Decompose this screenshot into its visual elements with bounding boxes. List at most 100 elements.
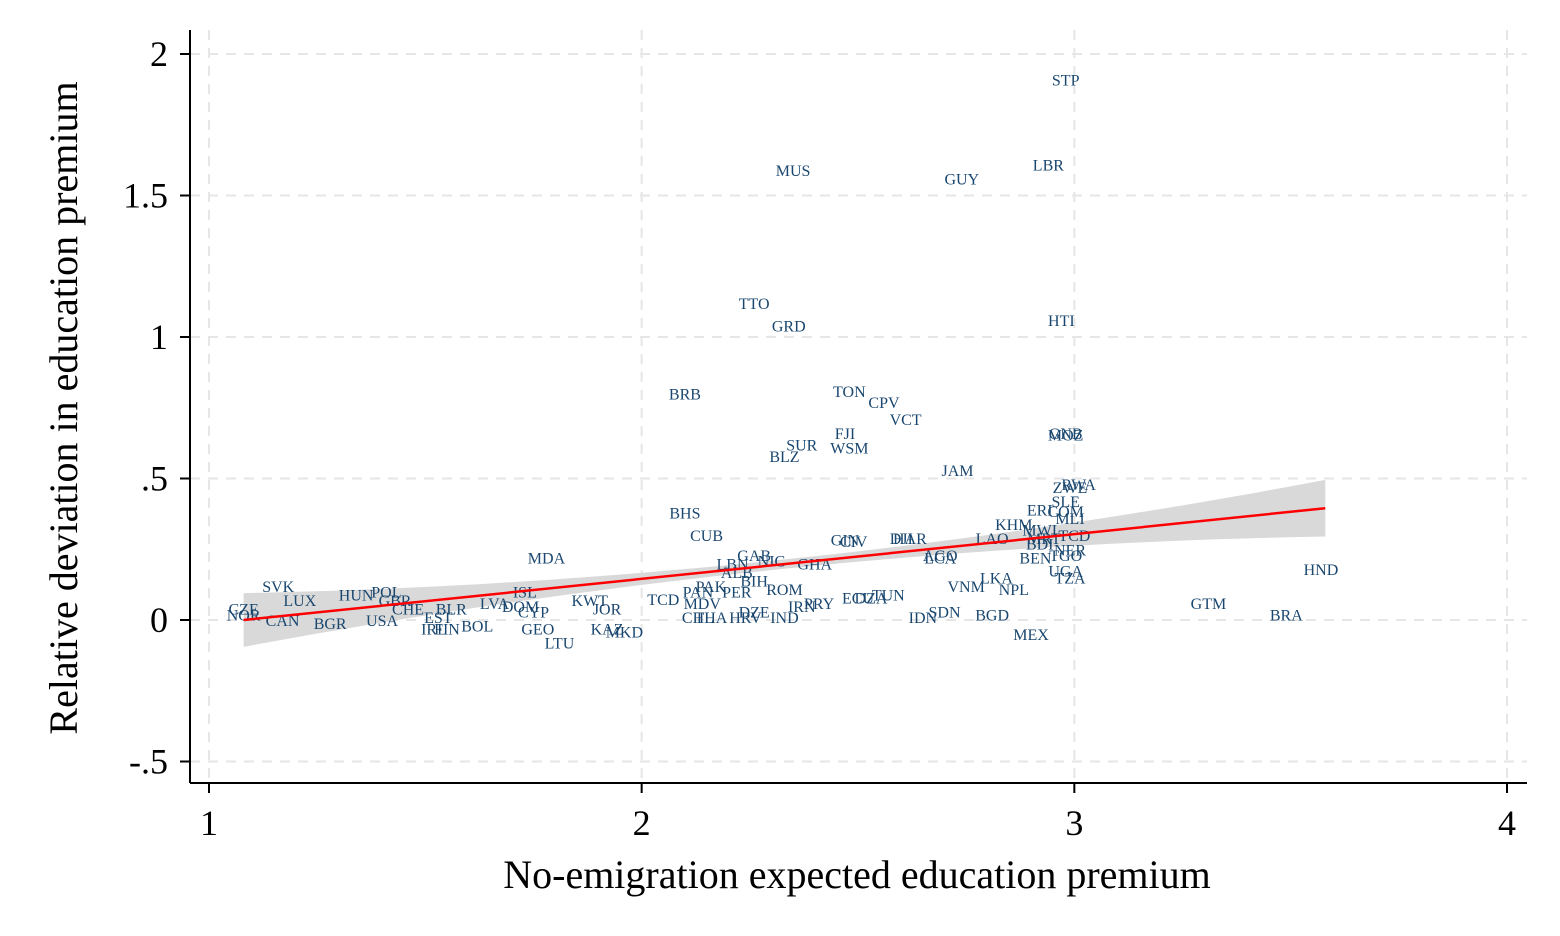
point-label-che: CHE: [392, 602, 424, 619]
point-label-tha: THA: [694, 610, 727, 627]
point-label-hrv: HRV: [729, 610, 762, 627]
y-tick-label: 1: [150, 317, 168, 357]
point-label-irl: IRL: [421, 621, 447, 638]
point-label-uga: UGA: [1048, 563, 1083, 580]
point-label-cub: CUB: [690, 528, 723, 545]
point-label-blr: BLR: [436, 602, 467, 619]
y-tick-label: 0: [150, 600, 168, 640]
point-label-hnd: HND: [1304, 562, 1339, 579]
gridlines: [190, 30, 1527, 783]
point-label-pan: PAN: [683, 585, 714, 602]
point-label-ago: AGO: [923, 548, 958, 565]
x-tick-label: 4: [1498, 803, 1516, 843]
point-label-hti: HTI: [1048, 313, 1075, 330]
point-label-tcd: TCD: [647, 592, 679, 609]
point-label-ner: NER: [1054, 542, 1086, 559]
point-label-mli: MLI: [1055, 511, 1084, 528]
point-label-ton: TON: [833, 384, 866, 401]
point-label-bih: BIH: [740, 573, 768, 590]
point-label-khm: KHM: [995, 517, 1032, 534]
point-label-pak: PAK: [696, 579, 727, 596]
point-label-ltu: LTU: [545, 636, 575, 653]
x-tick-label: 1: [200, 803, 218, 843]
x-tick-label: 3: [1065, 803, 1083, 843]
point-label-kaz: KAZ: [591, 621, 624, 638]
point-label-cze: CZE: [229, 602, 259, 619]
point-label-moz: MOZ: [1048, 428, 1084, 445]
point-label-pol: POL: [371, 585, 401, 602]
point-label-tza: TZA: [1054, 571, 1086, 588]
point-label-lao: LAO: [976, 531, 1009, 548]
point-label-per: PER: [722, 585, 752, 602]
y-tick-label: .5: [141, 459, 168, 499]
point-label-hun: HUN: [339, 588, 374, 605]
point-label-lca: LCA: [924, 551, 956, 568]
axes: [180, 30, 1527, 793]
point-label-bgd: BGD: [975, 607, 1009, 624]
point-label-idn: IDN: [909, 610, 938, 627]
point-label-lux: LUX: [283, 593, 316, 610]
point-label-rom: ROM: [766, 582, 802, 599]
point-label-guy: GUY: [945, 172, 980, 189]
point-label-brb: BRB: [669, 387, 701, 404]
point-label-npl: NPL: [999, 582, 1029, 599]
point-label-grd: GRD: [772, 319, 806, 336]
point-label-mdv: MDV: [684, 596, 722, 613]
point-label-com: COM: [1047, 504, 1083, 521]
point-label-cpv: CPV: [868, 395, 900, 412]
point-label-est: EST: [424, 610, 453, 627]
point-label-har: HAR: [893, 531, 927, 548]
tick-labels: 1 2 3 4 -.5 0 .5 1 1.5 2: [123, 34, 1516, 843]
point-label-bol: BOL: [461, 619, 493, 636]
point-label-tto: TTO: [739, 296, 770, 313]
y-tick-label: -.5: [129, 742, 168, 782]
point-label-chl: CHL: [682, 610, 714, 627]
point-label-blz: BLZ: [769, 449, 799, 466]
point-label-dom: DOM: [502, 599, 539, 616]
point-label-lva: LVA: [480, 596, 510, 613]
point-label-gtm: GTM: [1191, 596, 1227, 613]
y-tick-label: 1.5: [123, 176, 168, 216]
point-label-sle: SLE: [1051, 494, 1079, 511]
point-label-usa: USA: [366, 613, 398, 630]
point-label-stp: STP: [1052, 72, 1080, 89]
point-label-wsm: WSM: [830, 440, 868, 457]
fit-line: [243, 506, 1326, 622]
x-tick-label: 2: [633, 803, 651, 843]
point-label-bhs: BHS: [669, 505, 700, 522]
point-label-gab: GAB: [737, 548, 771, 565]
point-label-dza: DZA: [855, 590, 888, 607]
point-label-nic: NIC: [758, 554, 786, 571]
point-label-fin: FIN: [434, 621, 460, 638]
point-label-eri: ERI: [1027, 503, 1053, 520]
point-label-mus: MUS: [776, 163, 811, 180]
point-label-mex: MEX: [1013, 627, 1049, 644]
y-tick-label: 2: [150, 34, 168, 74]
point-label-rwa: RWA: [1061, 477, 1096, 494]
point-label-fji: FJI: [835, 426, 855, 443]
point-label-bdi: BDI: [1026, 537, 1054, 554]
point-label-zwe: ZWE: [1053, 480, 1088, 497]
point-label-dze: DZE: [739, 605, 770, 622]
point-label-jor: JOR: [593, 602, 622, 619]
point-label-vct: VCT: [890, 412, 922, 429]
point-label-tgo: TGO: [1049, 548, 1082, 565]
point-label-cyp: CYP: [518, 605, 549, 622]
point-label-sdn: SDN: [929, 605, 961, 622]
point-label-kwt: KWT: [572, 593, 609, 610]
point-label-lbr: LBR: [1033, 157, 1064, 174]
point-label-geo: GEO: [521, 621, 554, 638]
point-label-gnb: GNB: [1049, 426, 1083, 443]
y-axis-title: Relative deviation in education premium: [41, 81, 86, 734]
point-label-pry: PRY: [804, 596, 835, 613]
point-label-ben: BEN: [1019, 551, 1051, 568]
point-label-vnm: VNM: [947, 579, 984, 596]
point-label-nor: NOR: [227, 607, 261, 624]
x-axis-title: No-emigration expected education premium: [503, 852, 1211, 897]
point-label-tun: TUN: [872, 588, 905, 605]
point-label-svk: SVK: [262, 579, 294, 596]
point-label-civ: CIV: [840, 534, 868, 551]
